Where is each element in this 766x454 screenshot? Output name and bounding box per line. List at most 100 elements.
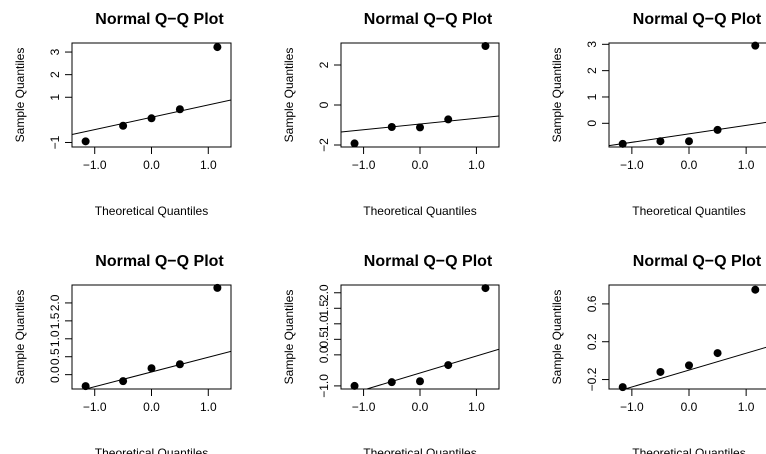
data-point [444, 361, 453, 370]
y-axis-label: Sample Quantiles [13, 290, 27, 385]
x-tick-label: 0.0 [681, 158, 698, 172]
x-axis-label: Theoretical Quantiles [632, 446, 745, 454]
x-axis-label: Theoretical Quantiles [95, 446, 208, 454]
x-tick-label: −1.0 [83, 158, 107, 172]
y-axis-label: Sample Quantiles [282, 48, 296, 143]
y-tick-label: 1.5 [48, 312, 62, 329]
x-tick-label: −1.0 [83, 400, 107, 414]
qq-plot-panel-5: Normal Q−Q Plot−1.0 0.0 1.0−1.00.00.51.01.… [282, 253, 500, 454]
qq-reference-line [623, 346, 766, 389]
data-point [387, 378, 396, 387]
y-axis-label: Sample Quantiles [550, 290, 564, 385]
plot-title: Normal Q−Q Plot [95, 253, 224, 270]
x-axis-label: Theoretical Quantiles [632, 204, 745, 218]
qq-plot-panel-3: Normal Q−Q Plot −1.0 0.0 1.0 0 1 2 3 Theoretical… [550, 11, 766, 218]
data-point [481, 284, 490, 293]
data-point [618, 139, 627, 148]
x-tick-label: 0.0 [143, 158, 160, 172]
data-point [618, 383, 627, 392]
y-tick-label: 0.0 [317, 346, 331, 363]
y-tick-label: 0.6 [585, 295, 599, 312]
y-tick-label: 3 [585, 41, 599, 48]
y-tick-label: 0.0 [48, 366, 62, 383]
plot-frame [608, 284, 766, 390]
qq-plot-panel-2: Normal Q−Q Plot −1.0 0.0 1.0 −2 0 2 Theoretical… [282, 11, 500, 218]
plot-title: Normal Q−Q Plot [364, 11, 493, 28]
data-point [350, 139, 359, 148]
data-point [81, 382, 90, 391]
y-axis-label: Sample Quantiles [282, 290, 296, 385]
data-point [416, 377, 424, 386]
plot-title: Normal Q−Q Plot [633, 11, 762, 28]
plot-frame [608, 42, 766, 148]
plot-frame [71, 42, 232, 148]
y-tick-label: 1.0 [48, 330, 62, 347]
plot-title: Normal Q−Q Plot [364, 253, 493, 270]
plot-frame [71, 284, 232, 390]
y-tick-label: −2 [317, 138, 331, 152]
data-point [481, 42, 490, 50]
x-axis-label: Theoretical Quantiles [363, 204, 476, 218]
data-point [175, 105, 184, 114]
data-point [175, 360, 184, 369]
x-tick-label: 1.0 [738, 400, 755, 414]
y-tick-label: −1.0 [317, 374, 331, 398]
y-tick-label: 1 [48, 94, 62, 101]
y-tick-label: 2.0 [48, 294, 62, 311]
y-tick-label: −1 [48, 135, 62, 149]
x-tick-label: 0.0 [143, 400, 160, 414]
y-tick-label: 0.2 [585, 333, 599, 350]
y-tick-label: 3 [48, 48, 62, 55]
data-point [147, 364, 156, 373]
x-tick-label: 1.0 [468, 400, 485, 414]
y-tick-label: 2 [585, 67, 599, 74]
y-tick-label: 0 [317, 101, 331, 108]
qq-plot-panel-4: Normal Q−Q Plot−1.0 0.0 1.00.00.51.01.52.0… [13, 253, 232, 454]
qq-plot-panel-1: Normal Q−Q Plot −1.0 0.0 1.0 −1 1 2 3 Theoretica… [13, 11, 232, 218]
x-tick-label: 1.0 [468, 158, 485, 172]
x-tick-label: 1.0 [738, 158, 755, 172]
y-tick-label: 0 [585, 120, 599, 127]
data-point [416, 123, 424, 132]
y-tick-label: −0.2 [585, 367, 599, 391]
data-point [119, 377, 128, 386]
data-point [685, 137, 693, 146]
x-tick-label: −1.0 [352, 400, 376, 414]
x-tick-label: −1.0 [620, 400, 644, 414]
x-axis-label: Theoretical Quantiles [363, 446, 476, 454]
y-tick-label: 2.0 [317, 284, 331, 301]
y-tick-label: 1.5 [317, 300, 331, 317]
y-tick-label: 2 [317, 61, 331, 68]
x-axis-label: Theoretical Quantiles [95, 204, 208, 218]
data-point [751, 41, 760, 50]
data-point [713, 125, 722, 134]
y-tick-label: 1 [585, 93, 599, 100]
qq-plot-panel-6: Normal Q−Q Plot −1.0 0.0 1.0 −0.2 0.2 0.6 Theor… [550, 253, 766, 454]
data-point [119, 121, 128, 130]
y-tick-label: 2 [48, 71, 62, 78]
plot-title: Normal Q−Q Plot [95, 11, 224, 28]
y-axis-label: Sample Quantiles [550, 48, 564, 143]
y-tick-label: 0.5 [317, 331, 331, 348]
qq-reference-line [609, 121, 766, 147]
data-point [81, 137, 90, 146]
y-axis-label: Sample Quantiles [13, 48, 27, 143]
x-tick-label: 0.0 [412, 158, 429, 172]
data-point [147, 114, 156, 123]
data-point [656, 367, 665, 376]
x-tick-label: −1.0 [352, 158, 376, 172]
data-point [751, 285, 760, 294]
data-point [656, 137, 665, 146]
data-point [350, 381, 359, 390]
y-tick-label: 1.0 [317, 315, 331, 332]
data-point [444, 115, 453, 124]
data-point [713, 349, 722, 358]
data-point [213, 43, 222, 52]
x-tick-label: −1.0 [620, 158, 644, 172]
data-point [213, 283, 222, 292]
qq-reference-line [365, 348, 499, 389]
plot-title: Normal Q−Q Plot [633, 253, 762, 270]
data-point [685, 361, 693, 370]
x-tick-label: 1.0 [200, 158, 217, 172]
